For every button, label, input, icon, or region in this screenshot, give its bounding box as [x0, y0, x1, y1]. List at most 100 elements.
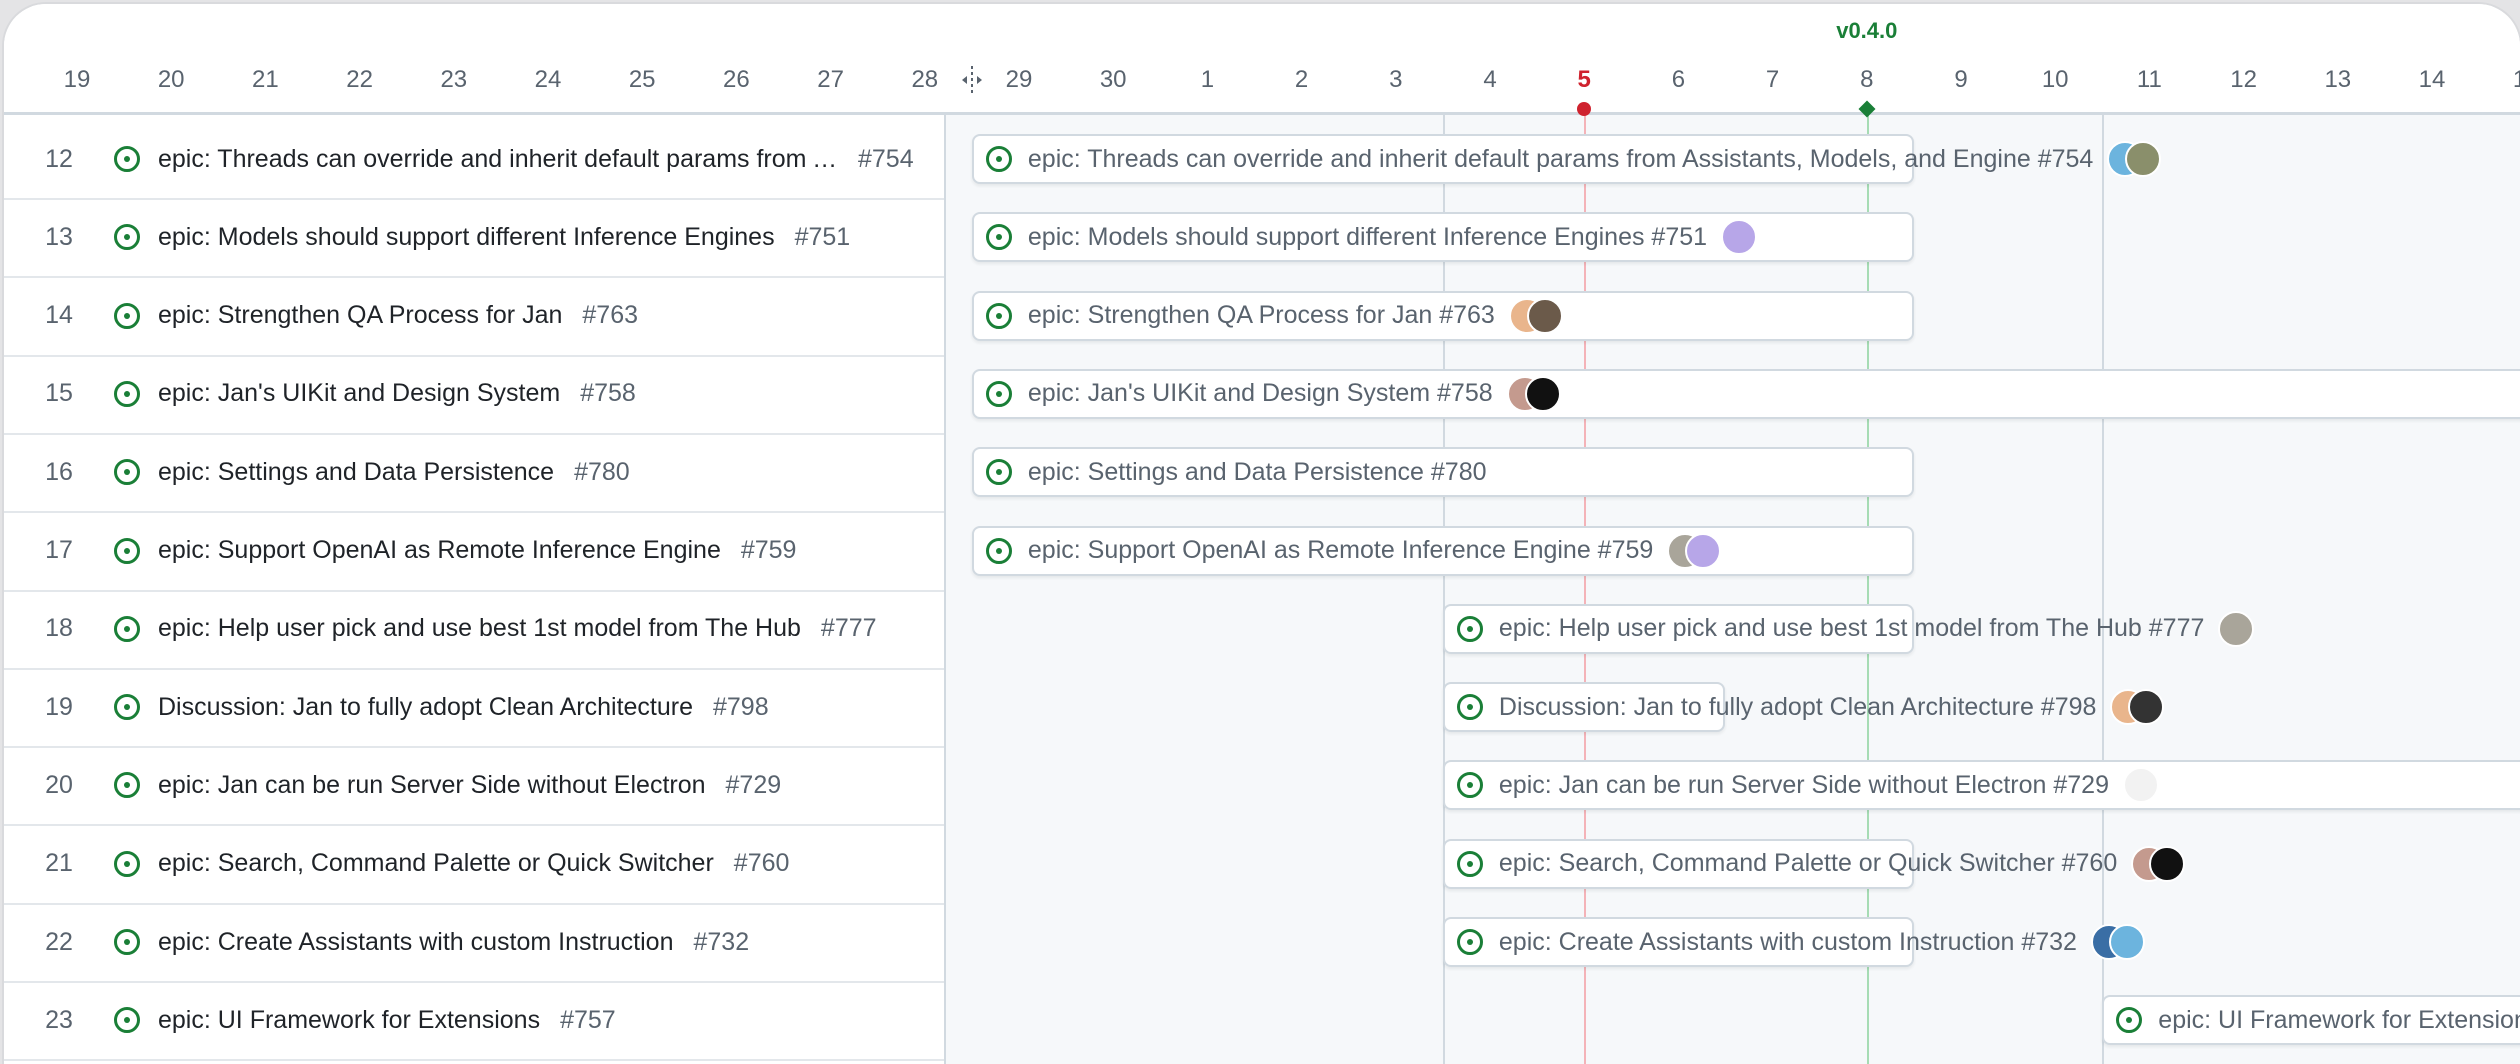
day-label: 10: [2041, 66, 2069, 93]
timeline-bar[interactable]: [971, 212, 1914, 263]
list-item[interactable]: 23 epic: UI Framework for Extensions #757: [4, 981, 944, 1062]
row-number: 20: [45, 770, 73, 799]
list-item[interactable]: 16 epic: Settings and Data Persistence #78…: [4, 433, 944, 514]
day-label: 27: [817, 66, 844, 93]
issue-open-icon: [114, 459, 140, 486]
issue-title[interactable]: epic: Help user pick and use best 1st mo…: [158, 614, 801, 643]
day-label: 29: [1005, 66, 1033, 93]
timeline-bar[interactable]: [1442, 917, 1914, 967]
avatar[interactable]: [2149, 845, 2186, 882]
list-item[interactable]: 20 epic: Jan can be run Server Side witho…: [4, 746, 944, 827]
issue-title[interactable]: epic: Jan can be run Server Side without…: [158, 770, 706, 799]
issue-title[interactable]: epic: Threads can override and inherit d…: [158, 144, 838, 173]
issue-open-icon: [114, 694, 140, 721]
day-label: 26: [723, 66, 750, 93]
list-item[interactable]: 15 epic: Jan's UIKit and Design System #75…: [4, 355, 944, 435]
assignees[interactable]: [2107, 141, 2162, 177]
day-label: 1: [1200, 66, 1215, 93]
avatar[interactable]: [2110, 689, 2147, 726]
week-separator: [1442, 115, 1445, 1064]
week-separator: [2102, 115, 2105, 1064]
timeline-bar[interactable]: [971, 525, 1914, 576]
issue-title[interactable]: epic: Jan's UIKit and Design System: [158, 379, 561, 408]
timeline-bar[interactable]: [971, 134, 1914, 184]
issue-number: #763: [582, 301, 639, 330]
timeline-bar[interactable]: [1442, 682, 1726, 733]
assignees[interactable]: [2090, 924, 2145, 960]
issue-open-icon: [114, 615, 140, 642]
row-number: 22: [45, 927, 73, 956]
issue-number: #729: [725, 770, 782, 799]
timeline-bar[interactable]: [971, 447, 1914, 498]
day-label: 6: [1671, 66, 1686, 93]
list-item[interactable]: 12 epic: Threads can override and inherit…: [4, 120, 944, 200]
issue-number: #751: [794, 222, 851, 251]
day-label: 5: [1577, 66, 1591, 93]
issue-number: #732: [693, 927, 750, 956]
day-label: 7: [1765, 66, 1780, 93]
avatar[interactable]: [2107, 141, 2144, 177]
issue-title[interactable]: epic: Create Assistants with custom Inst…: [158, 927, 674, 956]
issue-number: #760: [733, 849, 790, 878]
issue-open-icon: [114, 537, 140, 564]
day-label: 20: [157, 66, 185, 93]
today-line: [1584, 115, 1587, 1064]
item-list: 12 epic: Threads can override and inherit…: [4, 115, 946, 1064]
row-number: 16: [45, 457, 73, 486]
list-item[interactable]: 21 epic: Search, Command Palette or Quick…: [4, 825, 944, 905]
row-number: 17: [45, 536, 73, 564]
issue-number: #780: [574, 457, 630, 486]
avatar[interactable]: [2125, 141, 2162, 177]
day-label: 28: [911, 66, 939, 93]
day-label: 23: [440, 66, 468, 93]
list-item[interactable]: 22 epic: Create Assistants with custom In…: [4, 903, 944, 983]
issue-open-icon: [114, 146, 140, 172]
row-number: 15: [45, 379, 73, 408]
timeline-bar[interactable]: [1442, 603, 1914, 654]
issue-title[interactable]: Discussion: Jan to fully adopt Clean Arc…: [158, 692, 693, 721]
assignees[interactable]: [2131, 845, 2186, 882]
issue-title[interactable]: epic: Settings and Data Persistence: [158, 457, 555, 486]
resize-arrow-right-icon: [977, 76, 982, 84]
issue-open-icon: [114, 929, 140, 955]
timeline-bar[interactable]: [1442, 760, 2520, 811]
day-label: 12: [2230, 66, 2257, 93]
timeline-bar[interactable]: [1442, 838, 1914, 889]
list-item[interactable]: 18 epic: Help user pick and use best 1st …: [4, 590, 944, 670]
list-item[interactable]: 13 epic: Models should support different …: [4, 198, 944, 279]
avatar[interactable]: [2218, 610, 2255, 647]
avatar[interactable]: [2090, 924, 2127, 960]
assignees[interactable]: [2110, 689, 2165, 726]
issue-title[interactable]: epic: Support OpenAI as Remote Inference…: [158, 536, 721, 564]
timeline-bar[interactable]: [971, 290, 1914, 341]
column-resize-icon[interactable]: [962, 66, 982, 94]
day-label: 30: [1099, 66, 1127, 93]
day-label: 3: [1389, 66, 1403, 93]
avatar[interactable]: [2131, 845, 2168, 882]
list-item[interactable]: 14 epic: Strengthen QA Process for Jan #76…: [4, 277, 944, 357]
day-label: 24: [534, 66, 562, 93]
day-label: 22: [346, 66, 373, 93]
milestone-label[interactable]: v0.4.0: [1836, 18, 1898, 43]
timeline-header: 19 20 21 22 23 24 25 26 27 28 29 30 1 2 3 4 5 6 7 8 9 10 11 12 1…: [4, 4, 2520, 115]
issue-number: #798: [713, 692, 769, 721]
list-item[interactable]: 19 Discussion: Jan to fully adopt Clean A…: [4, 668, 944, 749]
issue-title[interactable]: epic: Strengthen QA Process for Jan: [158, 301, 563, 330]
issue-open-icon: [114, 224, 140, 251]
issue-title[interactable]: epic: UI Framework for Extensions: [158, 1005, 541, 1034]
timeline-bar[interactable]: [2102, 995, 2520, 1046]
avatar[interactable]: [2128, 689, 2165, 726]
issue-title[interactable]: epic: Models should support different In…: [158, 222, 775, 251]
day-label: 14: [2418, 66, 2446, 93]
issue-number: #759: [740, 536, 797, 564]
day-label: 15: [2512, 66, 2520, 93]
timeline-bar[interactable]: [971, 368, 2520, 419]
assignees[interactable]: [2218, 610, 2255, 647]
issue-number: #777: [820, 614, 877, 643]
row-number: 12: [45, 144, 73, 173]
day-label: 11: [2136, 66, 2162, 93]
avatar[interactable]: [2108, 924, 2145, 960]
list-item[interactable]: 17 epic: Support OpenAI as Remote Inferen…: [4, 512, 944, 592]
issue-open-icon: [114, 1007, 140, 1034]
issue-title[interactable]: epic: Search, Command Palette or Quick S…: [158, 849, 714, 878]
